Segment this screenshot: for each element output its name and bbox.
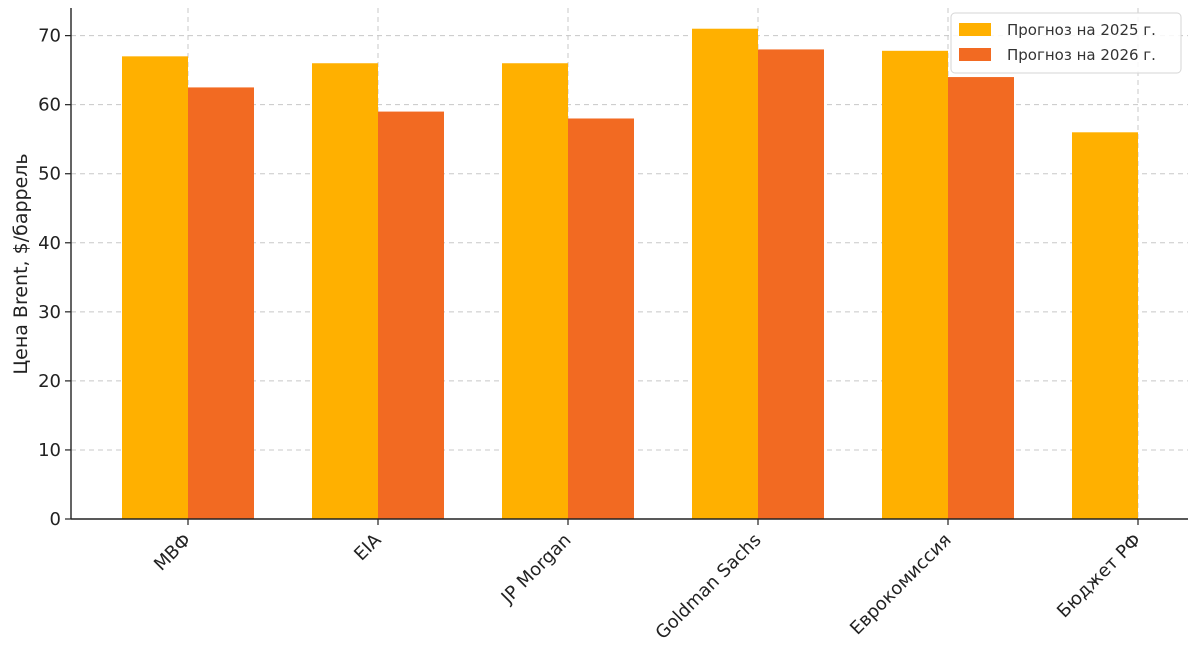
y-tick-label: 40 <box>38 233 61 254</box>
legend-swatch <box>959 23 991 36</box>
y-tick-label: 10 <box>38 440 61 461</box>
bar-2025-0 <box>122 56 188 520</box>
x-tick-label: JP Morgan <box>497 530 576 609</box>
x-tick-label: МВФ <box>150 530 196 576</box>
y-axis-label: Цена Brent, $/баррель <box>10 153 32 374</box>
bar-2025-2 <box>502 63 568 519</box>
bars-layer <box>122 28 1138 520</box>
bar-2026-2 <box>568 118 634 520</box>
bar-2025-3 <box>692 28 758 519</box>
y-tick-label: 60 <box>38 95 61 116</box>
bar-2026-0 <box>188 87 254 519</box>
x-tick-label: EIA <box>350 529 386 565</box>
x-tick-label: Еврокомиссия <box>846 530 956 640</box>
bar-2025-4 <box>882 50 948 520</box>
bar-2025-5 <box>1072 132 1138 519</box>
axes-layer <box>70 8 1188 520</box>
y-tick-label: 20 <box>38 371 61 392</box>
y-tick-label: 30 <box>38 302 61 323</box>
bar-2026-3 <box>758 49 824 519</box>
legend: Прогноз на 2025 г. Прогноз на 2026 г. <box>950 12 1182 74</box>
y-tick-label: 70 <box>38 26 61 47</box>
y-tick-label: 0 <box>50 509 61 530</box>
bar-2025-1 <box>312 63 378 519</box>
y-tick-label: 50 <box>38 164 61 185</box>
legend-label: Прогноз на 2025 г. <box>1007 21 1156 39</box>
x-tick-label: Бюджет РФ <box>1053 530 1145 622</box>
legend-box <box>950 12 1182 74</box>
legend-swatch <box>959 48 991 61</box>
x-tick-label: Goldman Sachs <box>652 530 766 644</box>
legend-label: Прогноз на 2026 г. <box>1007 46 1156 64</box>
bar-2026-4 <box>948 77 1014 520</box>
bar-2026-1 <box>378 111 444 519</box>
